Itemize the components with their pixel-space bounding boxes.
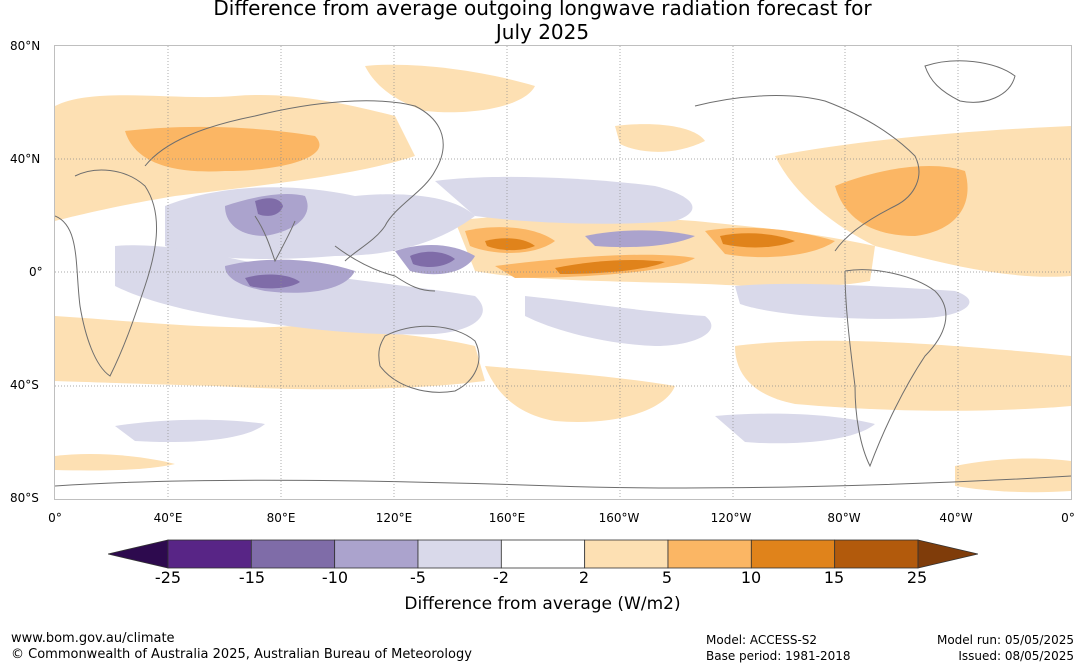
- colorbar-extend-max: [917, 539, 978, 569]
- colorbar-tick: 2: [578, 568, 590, 587]
- colorbar-extend-min: [108, 539, 169, 569]
- anomaly-region-warm: [485, 366, 675, 422]
- footer-left: www.bom.gov.au/climate © Commonwealth of…: [11, 631, 472, 663]
- lat-label-40s: 40°S: [10, 378, 39, 392]
- lat-label-40n: 40°N: [10, 152, 41, 166]
- footer-copyright: © Commonwealth of Australia 2025, Austra…: [11, 647, 472, 662]
- colorbar-tick: -10: [321, 568, 349, 587]
- coastline-north-america: [694, 95, 920, 252]
- anomaly-region-cool: [435, 176, 693, 224]
- lat-label-80s: 80°S: [10, 491, 39, 505]
- coastline-south-america: [844, 269, 947, 468]
- colorbar-swatch: [834, 539, 919, 569]
- anomaly-region-warmer: [835, 166, 968, 236]
- lon-label-0: 0°: [48, 511, 62, 525]
- anomaly-region-cooler: [585, 230, 695, 248]
- lon-label-40w: 40°W: [939, 511, 973, 525]
- anomaly-region-cool: [735, 283, 970, 319]
- lon-label-80w: 80°W: [827, 511, 861, 525]
- colorbar-tick: 10: [740, 568, 762, 587]
- anomaly-region-strong: [555, 260, 665, 274]
- anomaly-region-strong-cool: [410, 251, 455, 267]
- colorbar-swatch: [334, 539, 419, 569]
- colorbar-tick: -2: [493, 568, 509, 587]
- coastline-india: [254, 215, 296, 263]
- anomaly-region-strong: [720, 233, 795, 248]
- footer-model-info: Model: ACCESS-S2 Base period: 1981-2018: [706, 632, 851, 664]
- colorbar-swatch: [500, 539, 586, 569]
- lon-label-0-east: 0°: [1061, 511, 1075, 525]
- colorbar-swatch: [750, 539, 836, 569]
- colorbar-swatch: [667, 539, 752, 569]
- coastline-africa: [55, 169, 157, 377]
- colorbar-swatch: [584, 539, 669, 569]
- colorbar-tick: -5: [410, 568, 426, 587]
- anomaly-region-cool: [715, 413, 875, 444]
- chart-title: Difference from average outgoing longwav…: [213, 0, 872, 44]
- coastline-greenland: [924, 60, 1016, 103]
- anomaly-region-strong-cool: [255, 198, 283, 216]
- lon-label-120e: 120°E: [375, 511, 413, 525]
- footer-model-run: Model run: 05/05/2025: [936, 633, 1074, 647]
- anomaly-region-cool: [115, 419, 265, 443]
- colorbar-tick: 5: [661, 568, 673, 587]
- footer-website: www.bom.gov.au/climate: [11, 631, 175, 646]
- anomaly-region-strong-cool: [245, 274, 300, 289]
- anomaly-region-warmer: [125, 126, 320, 172]
- anomaly-region-warm: [365, 64, 535, 113]
- anomaly-region-warm: [955, 458, 1071, 493]
- anomaly-map-svg: [55, 46, 1071, 499]
- anomaly-region-strong: [485, 238, 535, 251]
- coastline-seasia: [334, 245, 436, 292]
- footer-issued: Issued: 08/05/2025: [958, 649, 1074, 663]
- coastlines: [55, 60, 1071, 489]
- coastline-antarctica: [55, 475, 1071, 489]
- anomaly-region-warm: [55, 453, 175, 471]
- world-map: [54, 45, 1072, 500]
- anomaly-fields: [55, 64, 1071, 493]
- coastline-eurasia: [144, 100, 444, 262]
- colorbar: [108, 539, 978, 569]
- colorbar-tick: -25: [154, 568, 182, 587]
- colorbar-tick: -15: [238, 568, 266, 587]
- lat-label-equator: 0°: [29, 265, 43, 279]
- colorbar-svg: [108, 539, 978, 569]
- footer-base-period: Base period: 1981-2018: [706, 649, 851, 663]
- coastline-australia: [378, 325, 480, 393]
- lon-label-40e: 40°E: [153, 511, 183, 525]
- colorbar-label: Difference from average (W/m2): [404, 594, 681, 614]
- anomaly-region-warm: [615, 124, 705, 152]
- anomaly-region-warm: [735, 340, 1071, 411]
- colorbar-tick: 15: [823, 568, 845, 587]
- colorbar-swatch: [417, 539, 502, 569]
- lat-label-80n: 80°N: [10, 39, 41, 53]
- anomaly-region-cool: [525, 296, 712, 346]
- colorbar-tick: 25: [906, 568, 928, 587]
- map-gridlines: [55, 46, 1071, 499]
- colorbar-swatch: [250, 539, 336, 569]
- footer-model: Model: ACCESS-S2: [706, 633, 818, 647]
- lon-label-160w: 160°W: [598, 511, 640, 525]
- colorbar-swatch: [167, 539, 252, 569]
- anomaly-region-warm: [55, 316, 485, 390]
- lon-label-120w: 120°W: [710, 511, 752, 525]
- lon-label-160e: 160°E: [488, 511, 526, 525]
- lon-label-80e: 80°E: [266, 511, 296, 525]
- footer-dates: Model run: 05/05/2025 Issued: 08/05/2025: [937, 632, 1074, 664]
